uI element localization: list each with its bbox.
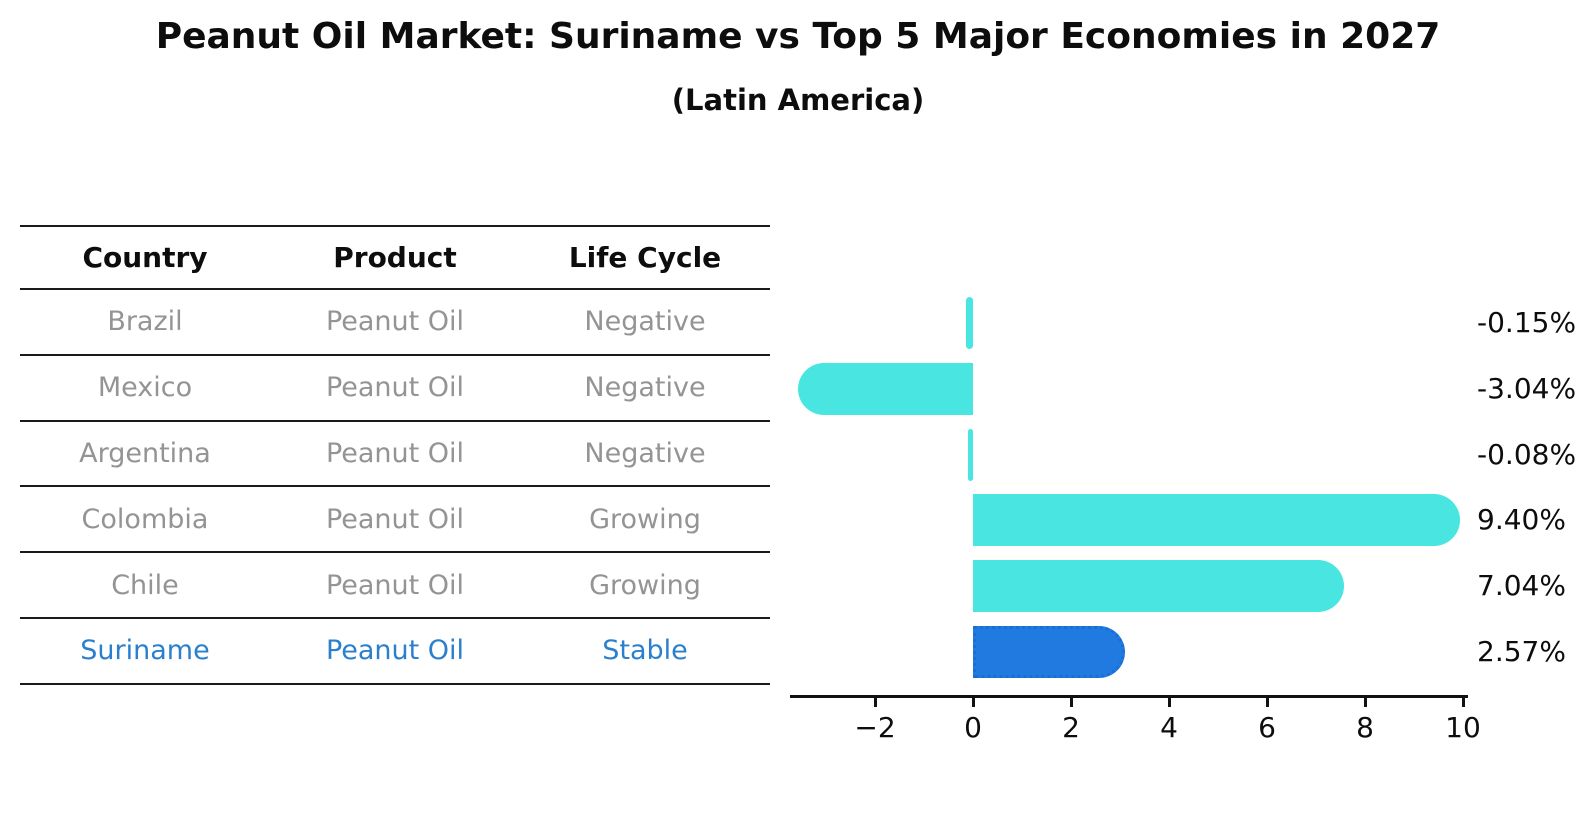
table-row-brazil: Brazil Peanut Oil Negative (20, 290, 770, 356)
chart-subtitle: (Latin America) (671, 83, 925, 117)
cell-product: Peanut Oil (325, 306, 465, 338)
cell-product: Peanut Oil (325, 635, 465, 667)
cell-country: Suriname (80, 635, 210, 667)
cell-country: Brazil (107, 306, 183, 338)
value-label-chile: 7.04% (1477, 569, 1566, 603)
x-tick-mark (1265, 698, 1269, 707)
cell-country: Argentina (79, 437, 211, 469)
bar-mexico (798, 362, 973, 415)
bar-colombia (973, 494, 1460, 547)
x-tick-mark (873, 698, 877, 707)
cell-product: Peanut Oil (325, 503, 465, 535)
value-label-colombia: 9.40% (1477, 503, 1566, 537)
table-row-argentina: Argentina Peanut Oil Negative (20, 422, 770, 488)
x-tick-label: 10 (1445, 711, 1481, 744)
col-header-country: Country (82, 241, 208, 274)
x-tick-mark (1461, 698, 1465, 707)
value-label-argentina: -0.08% (1477, 437, 1577, 471)
cell-lifecycle: Stable (602, 635, 688, 667)
cell-product: Peanut Oil (325, 372, 465, 404)
bar-argentina (968, 428, 973, 481)
cell-country: Chile (111, 569, 179, 601)
bar-suriname (973, 625, 1125, 678)
x-tick-mark (1363, 698, 1367, 707)
cell-lifecycle: Growing (589, 569, 701, 601)
x-tick-label: 0 (964, 711, 982, 744)
cell-lifecycle: Growing (589, 503, 701, 535)
table-row-mexico: Mexico Peanut Oil Negative (20, 356, 770, 422)
chart-title: Peanut Oil Market: Suriname vs Top 5 Maj… (155, 16, 1441, 57)
cell-lifecycle: Negative (584, 306, 706, 338)
table-header-row: Country Product Life Cycle (20, 227, 770, 290)
x-tick-mark (1167, 698, 1171, 707)
value-label-mexico: -3.04% (1477, 371, 1577, 405)
bar-chile (973, 560, 1344, 613)
x-tick-mark (971, 698, 975, 707)
cell-lifecycle: Negative (584, 372, 706, 404)
bar-brazil (965, 296, 973, 349)
x-axis-line (790, 695, 1468, 698)
cell-product: Peanut Oil (325, 569, 465, 601)
table-row-suriname: Suriname Peanut Oil Stable (20, 619, 770, 685)
table-body: Brazil Peanut Oil Negative Mexico Peanut Oil… (20, 290, 770, 685)
cell-country: Mexico (97, 372, 193, 404)
x-tick-label: 4 (1160, 711, 1178, 744)
table-row-colombia: Colombia Peanut Oil Growing (20, 487, 770, 554)
country-table: Country Product Life Cycle Brazil Peanut … (20, 225, 770, 685)
table-row-chile: Chile Peanut Oil Growing (20, 553, 770, 619)
col-header-lifecycle: Life Cycle (568, 241, 722, 274)
cell-country: Colombia (81, 503, 209, 535)
x-tick-label: −2 (854, 711, 896, 744)
x-tick-mark (1069, 698, 1073, 707)
cell-lifecycle: Negative (584, 437, 706, 469)
cell-product: Peanut Oil (325, 437, 465, 469)
value-label-suriname: 2.57% (1477, 634, 1566, 668)
x-tick-label: 8 (1356, 711, 1374, 744)
x-tick-label: 6 (1258, 711, 1276, 744)
value-label-brazil: -0.15% (1477, 305, 1577, 339)
col-header-product: Product (333, 241, 457, 274)
x-tick-label: 2 (1062, 711, 1080, 744)
